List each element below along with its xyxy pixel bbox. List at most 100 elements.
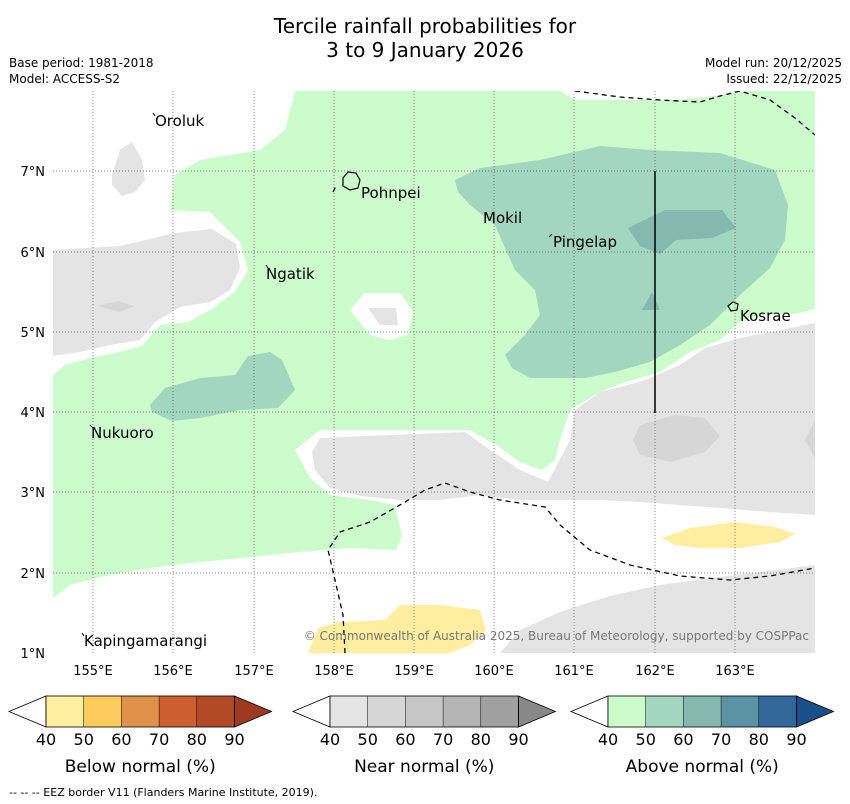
place-label-pingelap: Pingelap xyxy=(553,233,617,251)
near-normal-region-west xyxy=(53,229,240,356)
colorbar-segment xyxy=(46,696,84,727)
issued-date: Issued: 22/12/2025 xyxy=(726,72,842,86)
colorbar-tick-label: 70 xyxy=(433,730,453,749)
lon-tick-label: 162°E xyxy=(635,664,675,679)
latitude-labels: 7°N 6°N 5°N 4°N 3°N 2°N 1°N xyxy=(21,165,46,662)
above-normal-region-west xyxy=(150,352,295,421)
colorbar-extend-low xyxy=(569,695,609,728)
lat-tick-label: 5°N xyxy=(21,326,46,341)
model-name: Model: ACCESS-S2 xyxy=(9,72,121,86)
place-label-pohnpei: Pohnpei xyxy=(361,184,421,202)
colorbar-segment xyxy=(683,696,722,727)
lon-tick-label: 160°E xyxy=(474,664,514,679)
nukuoro-marker xyxy=(89,424,94,429)
colorbar-tick-label: 50 xyxy=(358,730,378,749)
meta-left: Base period: 1981-2018 Model: ACCESS-S2 xyxy=(9,55,154,87)
near-normal-label: Near normal (%) xyxy=(354,757,494,777)
eez-footnote: -- -- -- EEZ border V11 (Flanders Marine… xyxy=(9,786,318,799)
colorbar-tick-label: 70 xyxy=(711,730,731,749)
colorbars: 40 50 60 70 80 90 Below normal (%) 40 50 60 70 80 90… xyxy=(7,695,835,777)
kosrae-island xyxy=(727,301,739,312)
colorbar-extend-high xyxy=(234,695,273,728)
colorbar-segment xyxy=(330,696,368,727)
above-normal-colorbar: 40 50 60 70 80 90 Above normal (%) xyxy=(569,695,835,777)
lon-tick-label: 159°E xyxy=(394,664,434,679)
gridlines xyxy=(53,91,815,653)
place-label-nukuoro: Nukuoro xyxy=(91,424,154,442)
eez-border-north xyxy=(574,91,815,136)
colorbar-segment xyxy=(367,696,406,727)
near-normal-region-core xyxy=(633,415,720,462)
below-normal-region-east xyxy=(662,522,795,548)
lat-tick-label: 4°N xyxy=(21,406,46,421)
colorbar-segment xyxy=(83,696,122,727)
colorbar-extend-high xyxy=(518,695,557,728)
colorbar-segment xyxy=(159,696,197,727)
oroluk-marker xyxy=(152,112,156,117)
ngatik-marker xyxy=(265,264,269,269)
copyright-text: © Commonwealth of Australia 2025, Bureau… xyxy=(304,629,809,643)
colorbar-segment xyxy=(645,696,684,727)
base-period: Base period: 1981-2018 xyxy=(9,56,154,70)
place-label-mokil: Mokil xyxy=(483,209,522,227)
colorbar-tick-label: 90 xyxy=(224,730,244,749)
colorbar-tick-label: 50 xyxy=(74,730,94,749)
colorbar-outline xyxy=(607,695,797,728)
title-line-1: Tercile rainfall probabilities for xyxy=(273,14,577,38)
map-area xyxy=(53,91,815,653)
colorbar-tick-label: 40 xyxy=(36,730,56,749)
lon-tick-label: 157°E xyxy=(234,664,274,679)
colorbar-outline xyxy=(45,695,235,728)
colorbar-tick-label: 90 xyxy=(508,730,528,749)
colorbar-tick-label: 80 xyxy=(471,730,491,749)
place-label-kapingamarangi: Kapingamarangi xyxy=(84,632,207,650)
lon-tick-label: 163°E xyxy=(715,664,755,679)
colorbar-tick-label: 70 xyxy=(149,730,169,749)
lon-tick-label: 155°E xyxy=(73,664,113,679)
below-normal-colorbar: 40 50 60 70 80 90 Below normal (%) xyxy=(7,695,273,777)
below-normal-region-south xyxy=(308,605,486,653)
colorbar-tick-label: 80 xyxy=(187,730,207,749)
place-label-oroluk: Oroluk xyxy=(155,112,204,130)
lat-tick-label: 7°N xyxy=(21,165,46,180)
colorbar-tick-label: 60 xyxy=(673,730,693,749)
colorbar-segment xyxy=(196,696,235,727)
eez-borders xyxy=(327,91,815,653)
above-normal-region-50 xyxy=(455,146,788,378)
colorbar-segment xyxy=(121,696,160,727)
place-label-kosrae: Kosrae xyxy=(740,307,791,325)
colorbar-tick-label: 40 xyxy=(598,730,618,749)
colorbar-segment xyxy=(721,696,759,727)
colorbar-segment xyxy=(758,696,797,727)
pohnpei-island xyxy=(342,171,361,191)
colorbar-tick-label: 60 xyxy=(111,730,131,749)
near-normal-region-southeast xyxy=(500,565,815,653)
lon-tick-label: 158°E xyxy=(314,664,354,679)
colorbar-tick-label: 90 xyxy=(786,730,806,749)
colorbar-segment xyxy=(608,696,646,727)
near-normal-region-south xyxy=(312,323,815,515)
lat-tick-label: 2°N xyxy=(21,567,46,582)
title-line-2: 3 to 9 January 2026 xyxy=(326,38,524,62)
colorbar-tick-label: 40 xyxy=(320,730,340,749)
kapingamarangi-marker xyxy=(81,632,85,637)
lon-tick-label: 161°E xyxy=(554,664,594,679)
model-run: Model run: 20/12/2025 xyxy=(704,56,842,70)
colorbar-segment xyxy=(480,696,519,727)
lon-tick-label: 156°E xyxy=(153,664,193,679)
colorbar-extend-low xyxy=(291,695,331,728)
colorbar-segment xyxy=(405,696,444,727)
above-normal-label: Above normal (%) xyxy=(626,757,779,777)
place-label-ngatik: Ngatik xyxy=(266,265,315,283)
colorbar-extend-high xyxy=(796,695,835,728)
colorbar-tick-label: 60 xyxy=(395,730,415,749)
colorbar-tick-label: 80 xyxy=(749,730,769,749)
meta-right: Model run: 20/12/2025 Issued: 22/12/2025 xyxy=(705,55,842,87)
colorbar-segment xyxy=(443,696,481,727)
lat-tick-label: 1°N xyxy=(21,647,46,662)
lat-tick-label: 3°N xyxy=(21,486,46,501)
near-normal-island-west xyxy=(112,142,145,196)
colorbar-outline xyxy=(329,695,519,728)
colorbar-extend-low xyxy=(7,695,47,728)
near-normal-hole-fill xyxy=(368,308,398,325)
